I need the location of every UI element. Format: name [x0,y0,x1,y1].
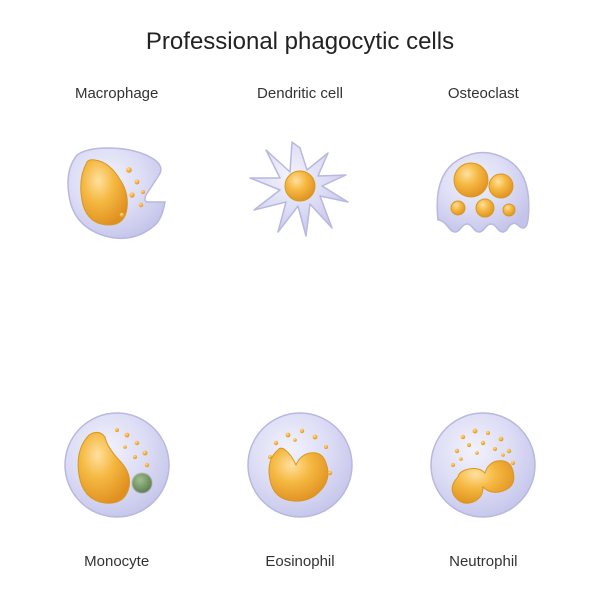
cell-eosinophil: Eosinophil [213,333,386,571]
monocyte-illustration [47,395,187,535]
label-eosinophil: Eosinophil [265,553,334,570]
osteoclast-illustration [413,120,553,260]
neutrophil-illustration [413,395,553,535]
page-title: Professional phagocytic cells [0,28,600,56]
label-osteoclast: Osteoclast [448,85,519,102]
cell-macrophage: Macrophage [30,85,203,323]
label-monocyte: Monocyte [84,553,149,570]
cell-neutrophil: Neutrophil [397,333,570,571]
label-neutrophil: Neutrophil [449,553,517,570]
cell-dendritic: Dendritic cell [213,85,386,323]
macrophage-illustration [47,120,187,260]
cell-osteoclast: Osteoclast [397,85,570,323]
cell-monocyte: Monocyte [30,333,203,571]
eosinophil-illustration [230,395,370,535]
label-dendritic: Dendritic cell [257,85,343,102]
dendritic-illustration [230,120,370,260]
label-macrophage: Macrophage [75,85,158,102]
cell-grid: Macrophage Dendritic cell Osteoclast [30,85,570,570]
